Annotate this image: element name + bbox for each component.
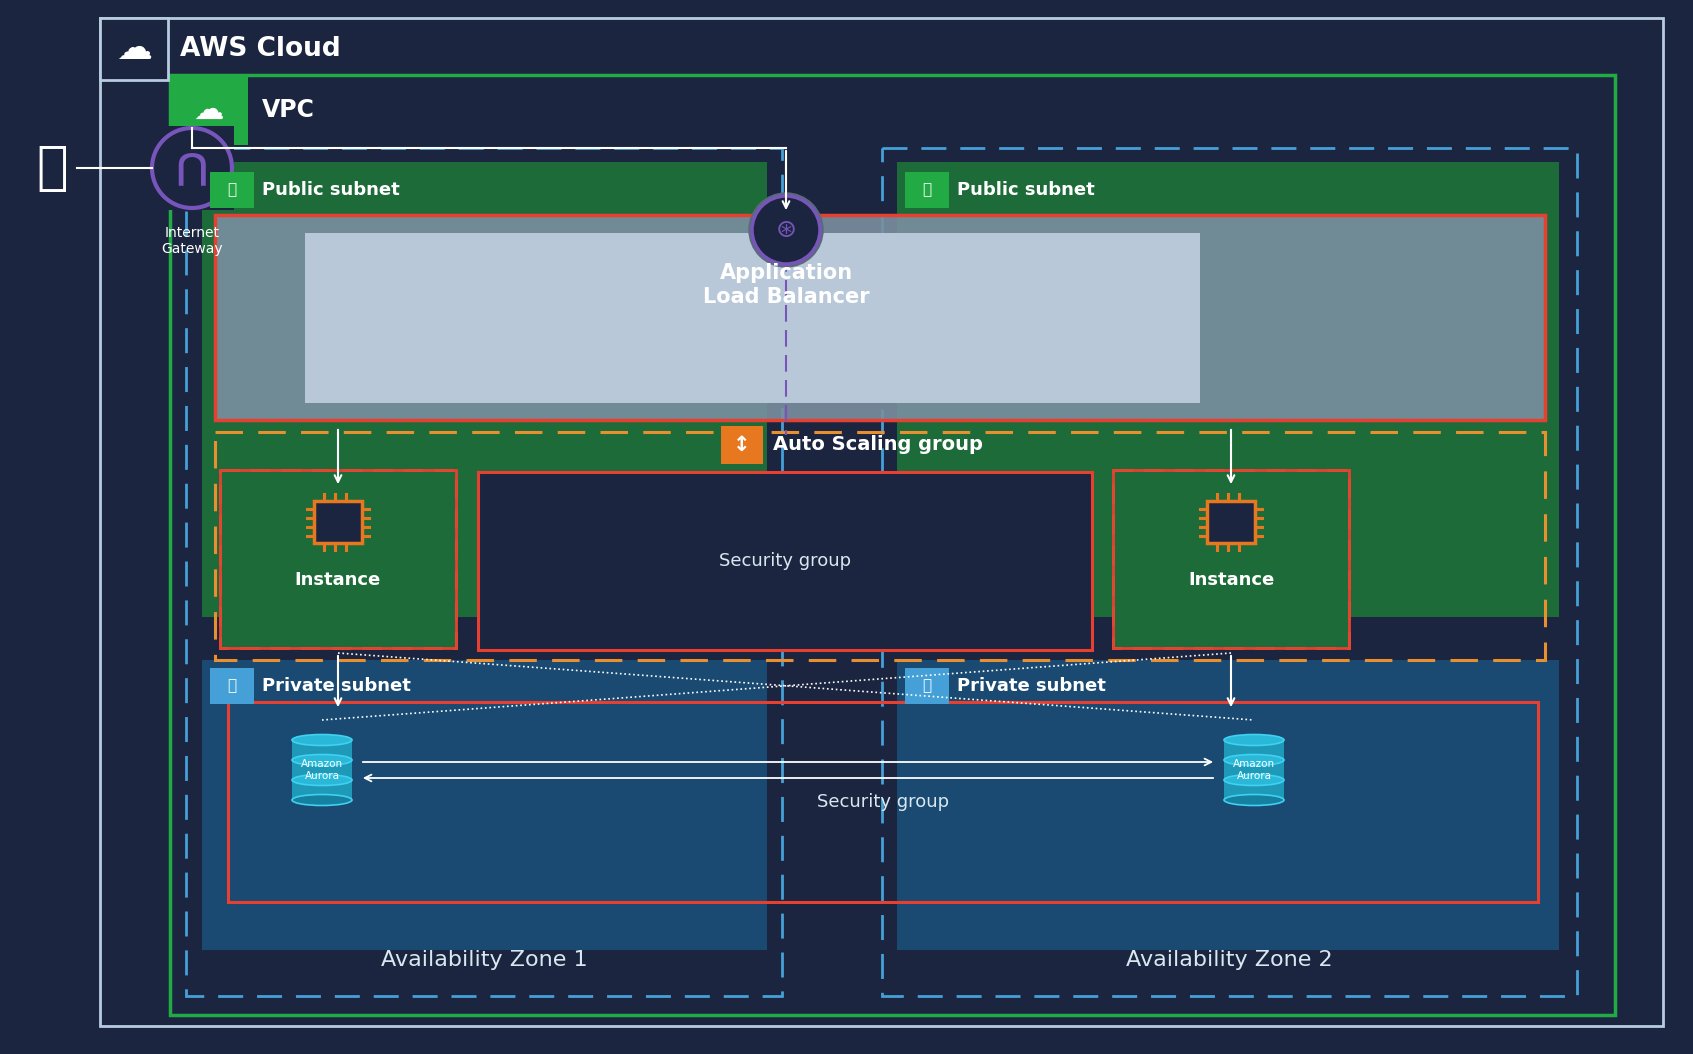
Text: VPC: VPC	[262, 98, 315, 122]
Text: ☁: ☁	[193, 96, 223, 124]
Text: ↕: ↕	[733, 435, 750, 455]
Text: 👥: 👥	[36, 142, 68, 194]
Bar	[906, 172, 950, 208]
Bar	[1224, 760, 1283, 780]
Circle shape	[748, 193, 823, 267]
Ellipse shape	[1224, 755, 1283, 765]
Bar	[186, 148, 782, 996]
Text: ☁: ☁	[115, 32, 152, 66]
Text: ⋂: ⋂	[176, 151, 207, 186]
Text: Auto Scaling group: Auto Scaling group	[774, 435, 984, 454]
Bar	[215, 432, 1546, 660]
Bar	[721, 426, 764, 464]
Bar	[220, 470, 455, 648]
Bar	[229, 702, 1537, 902]
Text: Instance: Instance	[1188, 571, 1275, 589]
Ellipse shape	[291, 755, 352, 765]
Bar	[305, 233, 1200, 403]
Bar	[169, 75, 1615, 1015]
Ellipse shape	[1224, 735, 1283, 745]
Bar	[313, 501, 362, 543]
Text: 🔒: 🔒	[227, 679, 237, 694]
Ellipse shape	[1224, 775, 1283, 785]
Text: Private subnet: Private subnet	[262, 677, 411, 695]
Ellipse shape	[1224, 795, 1283, 805]
Bar	[201, 660, 767, 950]
Text: Private subnet: Private subnet	[957, 677, 1106, 695]
Bar	[1112, 470, 1349, 648]
Bar	[1224, 740, 1283, 760]
Circle shape	[152, 128, 232, 208]
Bar	[477, 472, 1092, 650]
Ellipse shape	[291, 795, 352, 805]
Bar	[169, 75, 247, 145]
Bar	[215, 215, 1546, 419]
Text: Internet
Gateway: Internet Gateway	[161, 226, 223, 256]
Text: 🔒: 🔒	[227, 182, 237, 197]
Bar	[897, 660, 1559, 950]
Text: ⊛: ⊛	[775, 218, 796, 242]
Bar	[220, 470, 455, 648]
Text: Public subnet: Public subnet	[957, 181, 1095, 199]
Bar	[215, 215, 1546, 419]
Text: Security group: Security group	[720, 552, 852, 570]
Text: AWS Cloud: AWS Cloud	[179, 36, 340, 62]
Bar	[882, 148, 1576, 996]
Bar	[291, 780, 352, 800]
Bar	[897, 162, 1559, 617]
Bar	[210, 172, 254, 208]
Text: Availability Zone 1: Availability Zone 1	[381, 950, 587, 970]
Bar	[291, 740, 352, 760]
Ellipse shape	[291, 775, 352, 785]
Bar	[1224, 780, 1283, 800]
Bar	[906, 668, 950, 704]
Bar	[291, 760, 352, 780]
Text: 🔒: 🔒	[923, 182, 931, 197]
Text: Availability Zone 2: Availability Zone 2	[1126, 950, 1332, 970]
Text: Amazon
Aurora: Amazon Aurora	[1233, 759, 1275, 781]
Text: Amazon
Aurora: Amazon Aurora	[301, 759, 344, 781]
Bar	[1112, 470, 1349, 648]
Bar	[210, 668, 254, 704]
Text: Security group: Security group	[818, 793, 950, 811]
Text: 🔒: 🔒	[923, 679, 931, 694]
Bar	[201, 162, 767, 617]
Text: Public subnet: Public subnet	[262, 181, 400, 199]
Bar	[151, 126, 234, 210]
Circle shape	[752, 196, 819, 264]
Bar	[1207, 501, 1255, 543]
Ellipse shape	[291, 735, 352, 745]
Bar	[100, 18, 168, 80]
Text: Instance: Instance	[295, 571, 381, 589]
Text: Application
Load Balancer: Application Load Balancer	[703, 264, 869, 307]
